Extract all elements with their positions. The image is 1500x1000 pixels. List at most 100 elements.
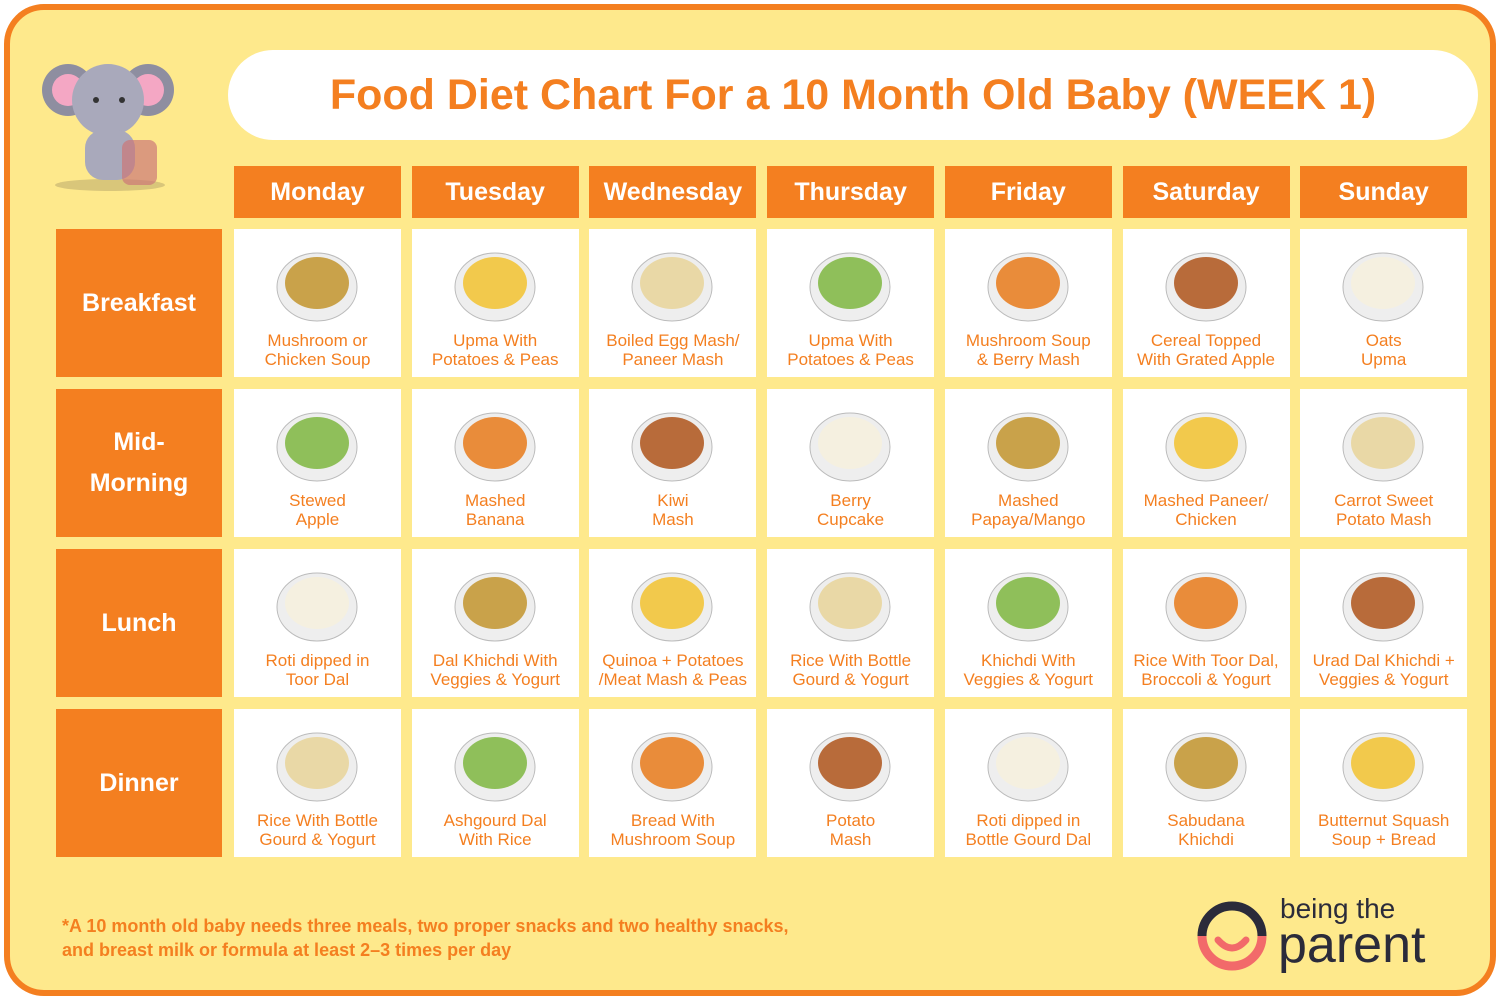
caption-line: Roti dipped in [265,651,370,670]
meal-caption: Berry Cupcake [767,491,934,529]
meal-cell: Upma With Potatoes & Peas [411,229,579,377]
meal-caption: Stewed Apple [234,491,401,529]
caption-line: Khichdi With [981,651,1076,670]
meal-caption: Boiled Egg Mash/Paneer Mash [589,331,756,369]
meal-cell: Mashed Paneer/Chicken [1122,389,1290,537]
food-image [276,412,358,482]
meal-cell: Carrot Sweet Potato Mash [1300,389,1468,537]
food-image [454,252,536,322]
meal-label-line: Dinner [99,768,179,797]
caption-line: Rice With Bottle [790,651,912,670]
meal-caption: Khichdi With Veggies & Yogurt [945,651,1112,689]
food-image [1165,412,1246,482]
caption-line: Potatoes & Peas [787,350,914,369]
food-image [987,412,1069,482]
caption-line: Cereal Topped [1150,331,1262,350]
footnote-line: and breast milk or formula at least 2–3 … [62,940,512,960]
meal-caption: Upma With Potatoes & Peas [412,331,579,369]
meal-cell: Rice With Toor Dal, Broccoli & Yogurt [1122,549,1290,697]
caption-line: Mushroom Soup [965,331,1091,350]
day-header: Wednesday [589,166,757,218]
meal-caption: Bread With Mushroom Soup [589,811,756,849]
meal-cell: Oats Upma [1300,229,1468,377]
caption-line: Sabudana [1167,811,1245,830]
caption-line: Boiled Egg Mash/ [606,331,740,350]
caption-line: Potato [826,811,876,830]
meal-caption: Dal Khichdi With Veggies & Yogurt [412,651,579,689]
food-image [276,572,358,642]
meal-label: Lunch [56,549,222,697]
title: Food Diet Chart For a 10 Month Old Baby … [228,50,1478,140]
meal-caption: Upma With Potatoes & Peas [767,331,934,369]
food-image [1165,252,1246,322]
food-image [454,572,536,642]
meal-cell: Roti dipped in Bottle Gourd Dal [944,709,1112,857]
meal-cell: Ashgourd Dal With Rice [411,709,579,857]
caption-line: Mash [652,510,694,529]
meal-caption: Urad Dal Khichdi + Veggies & Yogurt [1300,651,1467,689]
meal-cell: Potato Mash [767,709,935,857]
meal-caption: Rice With Toor Dal, Broccoli & Yogurt [1123,651,1290,689]
meal-cell: Cereal Topped With Grated Apple [1122,229,1290,377]
caption-line: Papaya/Mango [971,510,1086,529]
caption-line: Veggies & Yogurt [1318,670,1449,689]
caption-line: & Berry Mash [976,350,1080,369]
caption-line: Mushroom or [267,331,368,350]
meal-cell: Butternut Squash Soup + Bread [1300,709,1468,857]
caption-line: Upma With [453,331,538,350]
logo-text: parent [1278,916,1426,974]
caption-line: Urad Dal Khichdi + [1312,651,1455,670]
day-header: Sunday [1300,166,1468,218]
caption-line: Veggies & Yogurt [430,670,560,689]
caption-line: Bottle Gourd Dal [965,830,1092,849]
caption-line: Ashgourd Dal [443,811,547,830]
food-image [1342,252,1424,322]
meal-caption: Mashed Papaya/Mango [945,491,1112,529]
meal-caption: Sabudana Khichdi [1123,811,1290,849]
caption-line: Khichdi [1178,830,1234,849]
meal-cell: Bread With Mushroom Soup [589,709,757,857]
day-header: Monday [234,166,401,218]
caption-line: Gourd & Yogurt [792,670,909,689]
meal-cell: Mashed Banana [411,389,579,537]
food-image [276,252,358,322]
food-image [454,732,536,802]
food-image [987,252,1069,322]
food-image [631,412,713,482]
caption-line: With Grated Apple [1137,350,1275,369]
meal-cell: Upma With Potatoes & Peas [767,229,935,377]
caption-line: Rice With Bottle [257,811,378,830]
food-image [631,732,713,802]
meal-cell: Rice With Bottle Gourd & Yogurt [234,709,401,857]
day-header: Saturday [1122,166,1290,218]
caption-line: Mashed Paneer/ [1143,491,1269,510]
caption-line: Carrot Sweet [1334,491,1434,510]
elephant-mascot [42,64,174,191]
caption-line: Butternut Squash [1318,811,1450,830]
logo-icon [1197,901,1267,971]
meal-caption: Mashed Banana [412,491,579,529]
caption-line: Veggies & Yogurt [963,670,1094,689]
caption-line: Apple [295,510,340,529]
caption-line: Paneer Mash [622,350,724,369]
meal-caption: Butternut Squash Soup + Bread [1300,811,1467,849]
meal-cell: Rice With Bottle Gourd & Yogurt [767,549,935,697]
food-image [987,732,1069,802]
caption-line: Roti dipped in [976,811,1081,830]
food-image [1342,732,1424,802]
food-image [987,572,1069,642]
caption-line: Chicken [1175,510,1237,529]
meal-cell: Quinoa + Potatoes/Meat Mash & Peas [589,549,757,697]
caption-line: Quinoa + Potatoes [602,651,744,670]
food-image [454,412,536,482]
caption-line: Mushroom Soup [610,830,736,849]
food-image [809,252,891,322]
meal-label-line: Morning [89,469,189,497]
caption-line: Upma [1361,350,1407,369]
caption-line: Oats [1365,331,1402,350]
logo-text: being the [1280,893,1396,924]
meal-cell: Mashed Papaya/Mango [944,389,1112,537]
food-image [1165,732,1246,802]
meal-caption: Mushroom or Chicken Soup [234,331,401,369]
